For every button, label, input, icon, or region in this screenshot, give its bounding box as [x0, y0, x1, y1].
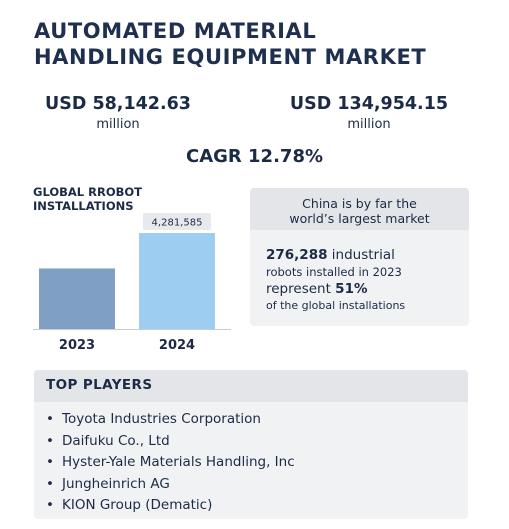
- top-players-list: • Toyota Industries Corporation • Daifuku …: [46, 409, 295, 517]
- bar-2024: [139, 233, 215, 329]
- market-value-start-unit: million: [96, 117, 140, 132]
- x-tick-label-2024: 2024: [159, 338, 195, 353]
- bullet-icon: •: [46, 432, 54, 449]
- x-tick-label-2023: 2023: [59, 338, 95, 353]
- list-item: • Daifuku Co., Ltd: [46, 431, 295, 453]
- list-item: • KION Group (Dematic): [46, 495, 295, 517]
- page-title: AUTOMATED MATERIAL HANDLING EQUIPMENT MA…: [34, 18, 494, 70]
- title-line-2: HANDLING EQUIPMENT MARKET: [34, 45, 427, 69]
- list-item: • Toyota Industries Corporation: [46, 409, 295, 431]
- player-name: Hyster-Yale Materials Handling, Inc: [62, 454, 295, 470]
- market-value-start-amount: USD 58,142.63: [45, 94, 191, 114]
- market-value-end-unit: million: [347, 117, 391, 132]
- china-info-headline: China is by far the world’s largest mark…: [250, 188, 469, 230]
- bullet-icon: •: [46, 475, 54, 492]
- chart-title: GLOBAL RROBOT INSTALLATIONS: [33, 185, 142, 213]
- chart-title-line-2: INSTALLATIONS: [33, 199, 134, 213]
- player-name: KION Group (Dematic): [62, 497, 213, 513]
- china-info-body: 276,288 industrial robots installed in 2…: [266, 247, 466, 314]
- data-label-2024: 4,281,585: [152, 218, 203, 229]
- china-global-line: of the global installations: [266, 299, 406, 312]
- chart-title-line-1: GLOBAL RROBOT: [33, 185, 143, 199]
- data-label-box-2024: [143, 213, 211, 230]
- china-headline-line-2: world’s largest market: [289, 211, 430, 226]
- market-value-end-amount: USD 134,954.15: [289, 94, 449, 114]
- bullet-icon: •: [46, 497, 54, 513]
- bullet-icon: •: [46, 411, 54, 427]
- market-value-start: USD 58,142.63 million: [18, 94, 218, 132]
- top-players-heading: TOP PLAYERS: [34, 370, 468, 402]
- bullet-icon: •: [46, 454, 54, 470]
- china-robot-count: 276,288: [266, 247, 328, 263]
- title-line-1: AUTOMATED MATERIAL: [34, 19, 317, 43]
- china-count-suffix: industrial: [327, 247, 395, 263]
- china-share-prefix: represent: [266, 281, 336, 297]
- cagr-label: CAGR 12.78%: [185, 146, 323, 167]
- player-name: Toyota Industries Corporation: [62, 411, 261, 427]
- player-name: Jungheinrich AG: [62, 475, 170, 492]
- list-item: • Hyster-Yale Materials Handling, Inc: [46, 452, 295, 474]
- china-share-line: represent 51%: [266, 280, 466, 298]
- player-name: Daifuku Co., Ltd: [62, 432, 170, 449]
- list-item: • Jungheinrich AG: [46, 474, 295, 496]
- bar-2023: [39, 268, 115, 329]
- china-count-line: 276,288 industrial: [266, 247, 466, 264]
- china-share-percent: 51%: [335, 281, 368, 297]
- china-headline-line-1: China is by far the: [302, 196, 417, 211]
- china-installed-line: robots installed in 2023: [266, 265, 402, 279]
- market-value-end: USD 134,954.15 million: [252, 94, 486, 132]
